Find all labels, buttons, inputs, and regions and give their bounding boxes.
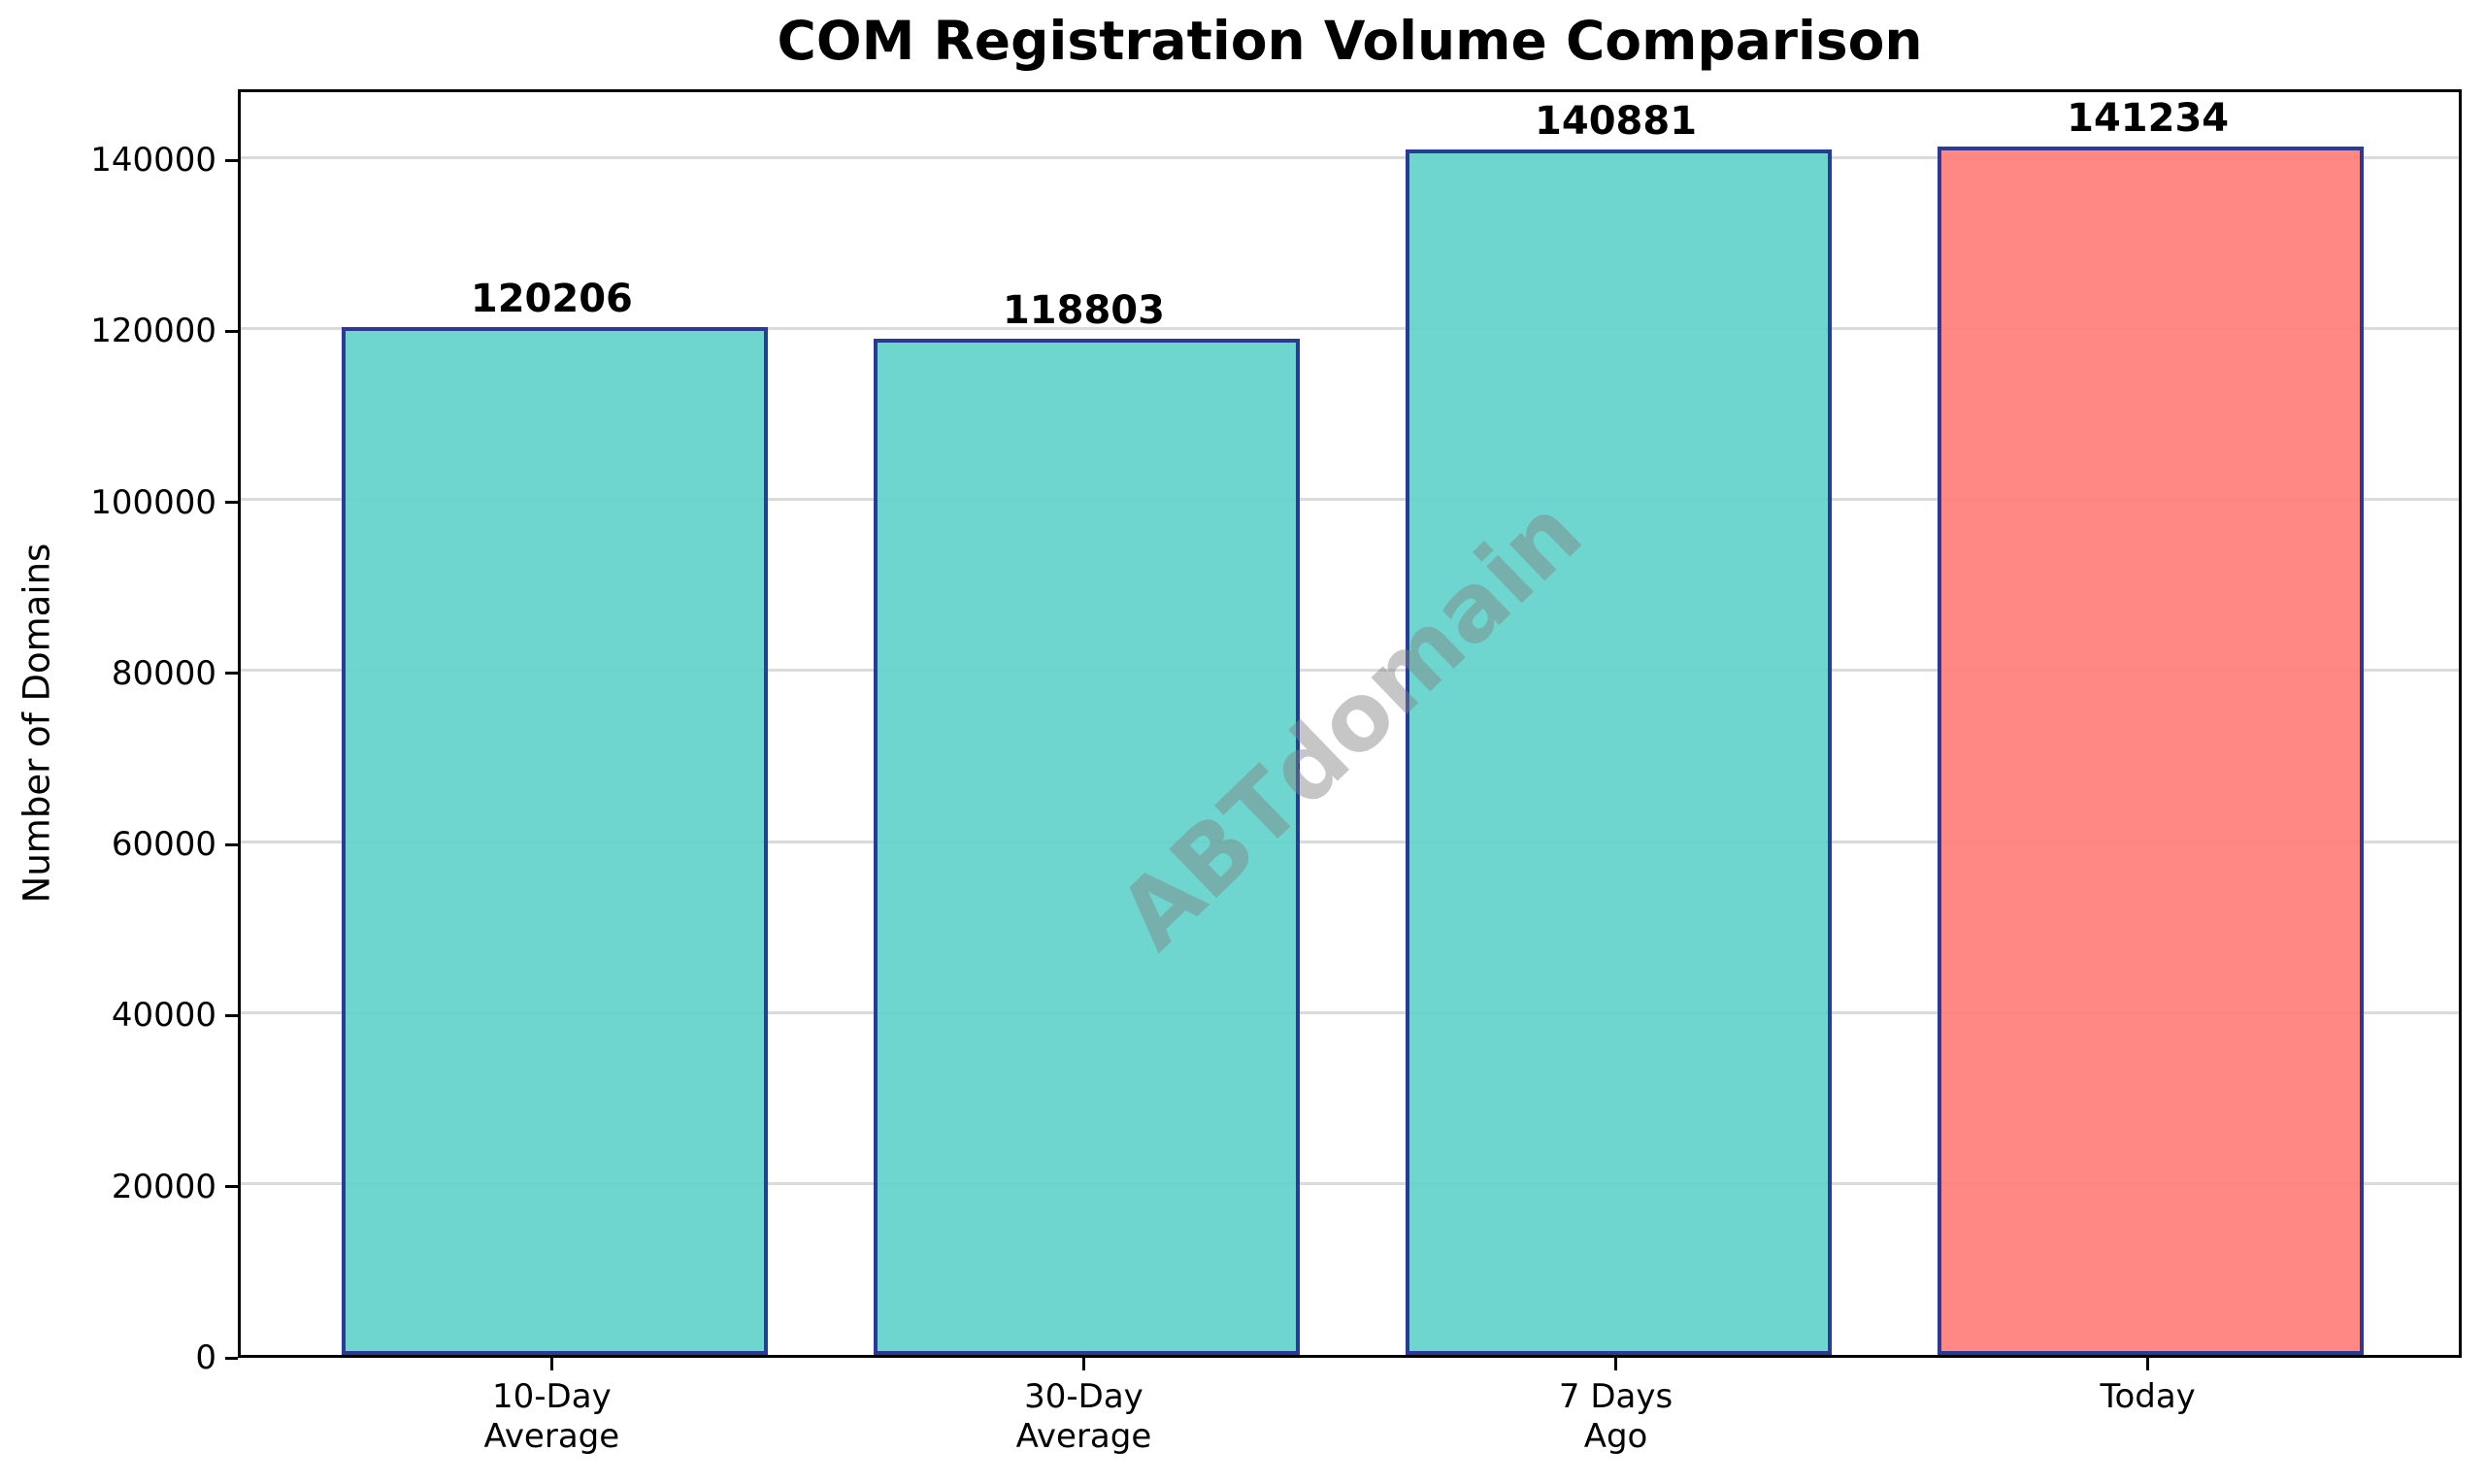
y-tick-mark (225, 501, 238, 505)
x-tick-mark (1081, 1358, 1085, 1370)
y-tick-mark (225, 158, 238, 162)
plot-area: ABTdomain (238, 89, 2462, 1358)
y-tick-mark (225, 842, 238, 846)
x-tick-mark (2146, 1358, 2150, 1370)
x-tick-label: 10-Day Average (483, 1377, 620, 1457)
gridline (241, 1010, 2459, 1014)
gridline (241, 1182, 2459, 1186)
y-tick-mark (225, 1356, 238, 1360)
y-tick-label: 80000 (111, 653, 216, 693)
y-tick-label: 140000 (90, 141, 216, 181)
bar-3 (1406, 149, 1832, 1355)
y-tick-label: 0 (195, 1338, 216, 1377)
gridline (241, 155, 2459, 159)
gridline (241, 840, 2459, 843)
bar-4 (1938, 147, 2364, 1355)
gridline (241, 669, 2459, 673)
bar-1 (342, 326, 768, 1355)
y-tick-label: 120000 (90, 312, 216, 351)
gridline (241, 326, 2459, 330)
y-tick-mark (225, 1185, 238, 1189)
gridline (241, 498, 2459, 502)
y-tick-label: 100000 (90, 482, 216, 522)
x-tick-mark (1614, 1358, 1618, 1370)
y-tick-mark (225, 329, 238, 333)
y-tick-label: 40000 (111, 996, 216, 1036)
bar-value-label: 120206 (470, 276, 633, 321)
y-tick-label: 60000 (111, 825, 216, 865)
bar-value-label: 141234 (2067, 96, 2230, 142)
x-tick-mark (549, 1358, 553, 1370)
x-tick-label: 7 Days Ago (1558, 1377, 1673, 1457)
bar-value-label: 140881 (1535, 99, 1698, 145)
y-tick-mark (225, 1013, 238, 1017)
y-axis-label: Number of Domains (16, 543, 58, 904)
x-tick-label: 30-Day Average (1015, 1377, 1152, 1457)
x-tick-label: Today (2100, 1377, 2196, 1416)
bar-value-label: 118803 (1002, 287, 1165, 333)
bar-2 (874, 338, 1300, 1355)
y-tick-label: 20000 (111, 1167, 216, 1206)
chart-title: COM Registration Volume Comparison (777, 10, 1923, 72)
y-tick-mark (225, 672, 238, 676)
